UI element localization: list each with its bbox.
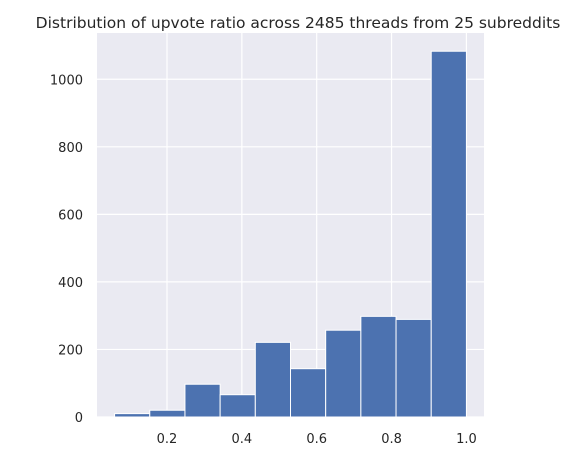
y-tick-label-3: 600 — [58, 208, 83, 223]
x-tick-label-4: 1.0 — [456, 432, 477, 447]
y-axis-tick-labels: 0 200 400 600 800 1000 — [50, 73, 83, 426]
histogram-bar-9 — [430, 50, 467, 418]
y-tick-label-5: 1000 — [50, 73, 83, 88]
y-tick-label-0: 0 — [75, 411, 83, 426]
y-tick-label-4: 800 — [58, 141, 83, 156]
histogram-bar-3 — [219, 394, 256, 418]
x-tick-label-1: 0.4 — [232, 432, 253, 447]
x-axis-tick-labels: 0.2 0.4 0.6 0.8 1.0 — [157, 432, 477, 447]
histogram-bar-4 — [254, 341, 291, 418]
chart-title: Distribution of upvote ratio across 2485… — [36, 14, 561, 32]
x-tick-label-0: 0.2 — [157, 432, 178, 447]
x-tick-label-3: 0.8 — [381, 432, 402, 447]
y-tick-label-1: 200 — [58, 343, 83, 358]
histogram-bar-2 — [184, 383, 221, 418]
x-tick-label-2: 0.6 — [306, 432, 327, 447]
histogram-bar-6 — [325, 329, 362, 418]
histogram-bars — [114, 50, 467, 418]
histogram-bar-8 — [395, 318, 432, 418]
histogram-bar-5 — [290, 368, 327, 418]
y-tick-label-2: 400 — [58, 276, 83, 291]
histogram-bar-0 — [114, 413, 151, 418]
histogram-bar-1 — [149, 409, 186, 418]
histogram-bar-7 — [360, 315, 397, 418]
grid-lines — [97, 33, 484, 418]
